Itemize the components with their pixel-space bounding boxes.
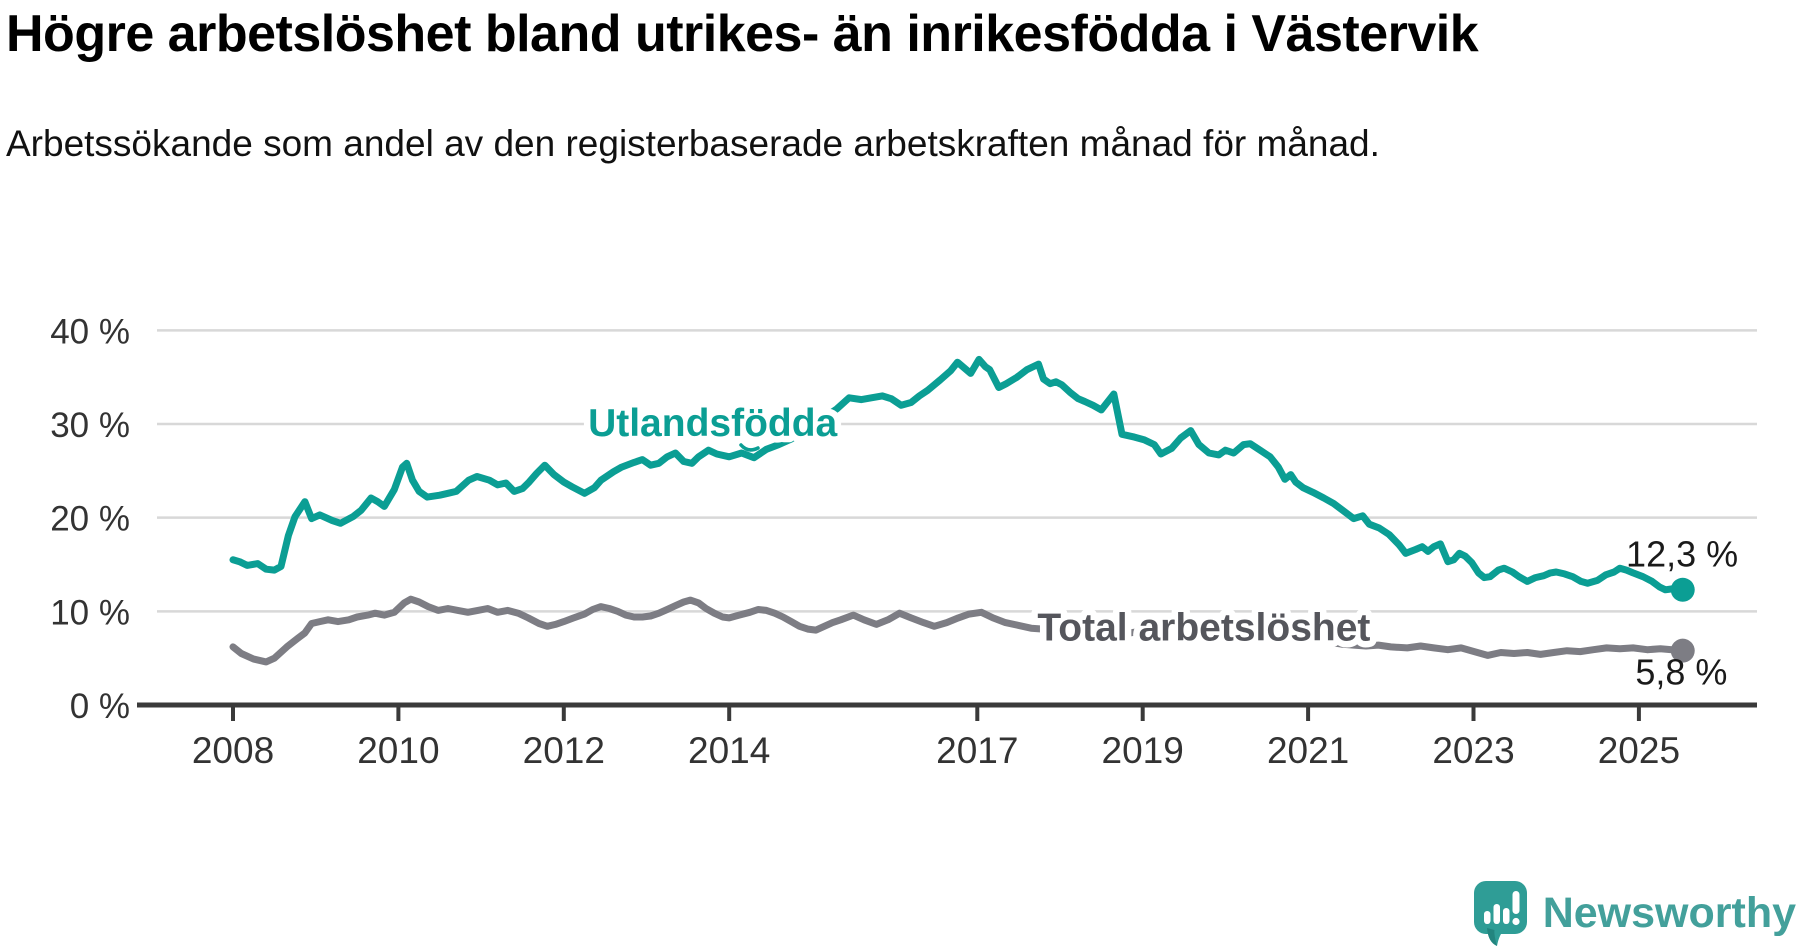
newsworthy-logo: Newsworthy <box>1473 880 1796 946</box>
y-tick-label-10: 10 % <box>50 593 130 632</box>
chart-title: Högre arbetslöshet bland utrikes- än inr… <box>6 5 1479 63</box>
x-tick-label-2023: 2023 <box>1432 730 1514 771</box>
series-label-1: Utlandsfödda <box>588 402 837 445</box>
series-end-label-0: 5,8 % <box>1635 651 1727 692</box>
y-tick-label-0: 0 % <box>70 687 130 726</box>
x-tick-label-2017: 2017 <box>936 730 1018 771</box>
newsworthy-speech-bubble-icon <box>1473 881 1527 946</box>
chart-subtitle: Arbetssökande som andel av den registerb… <box>6 123 1380 164</box>
y-tick-label-30: 30 % <box>50 406 130 445</box>
series-line-0 <box>229 595 1687 666</box>
x-tick-label-2014: 2014 <box>688 730 770 771</box>
series-end-dot-1 <box>1670 577 1695 602</box>
series-line-1 <box>229 355 1687 594</box>
y-tick-label-20: 20 % <box>50 500 130 539</box>
series-label-0: Total arbetslöshet <box>1037 606 1370 649</box>
x-tick-label-2019: 2019 <box>1102 730 1184 771</box>
utlandsfodda-label-connector <box>739 443 760 452</box>
series-end-dot-0 <box>1670 638 1695 663</box>
x-tick-label-2021: 2021 <box>1267 730 1349 771</box>
x-tick-label-2010: 2010 <box>357 730 439 771</box>
newsworthy-logo-text: Newsworthy <box>1542 888 1796 937</box>
x-tick-label-2025: 2025 <box>1598 730 1680 771</box>
x-tick-label-2012: 2012 <box>523 730 605 771</box>
y-tick-label-40: 40 % <box>50 312 130 351</box>
series-end-label-1: 12,3 % <box>1626 533 1738 574</box>
x-tick-label-2008: 2008 <box>192 730 274 771</box>
